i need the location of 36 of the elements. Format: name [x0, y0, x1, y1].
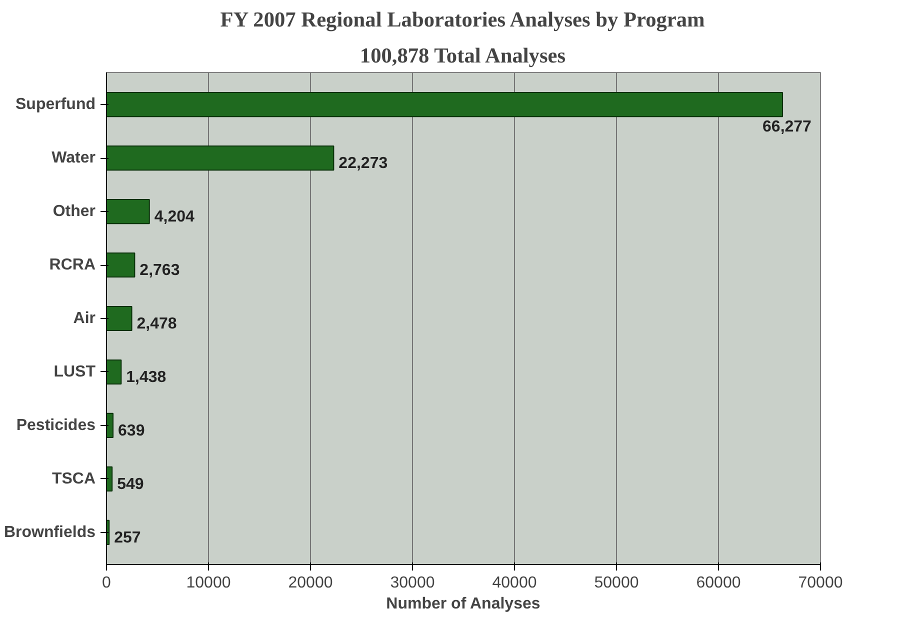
y-tick-label: LUST [54, 363, 96, 380]
y-tick-label: Brownfields [4, 524, 96, 541]
bar [106, 252, 136, 278]
data-label: 1,438 [126, 368, 166, 386]
data-label: 2,478 [136, 316, 177, 332]
y-tick-label: TSCA [52, 470, 96, 488]
x-axis-title: Number of Analyses [386, 596, 540, 612]
x-tick-label: 60000 [696, 574, 741, 592]
x-tick-label: 70000 [798, 574, 843, 592]
bar [106, 412, 114, 438]
x-tick-label: 10000 [186, 574, 231, 592]
chart-subtitle: 100,878 Total Analyses [360, 44, 566, 68]
data-label: 22,273 [338, 155, 388, 172]
chart-title: FY 2007 Regional Laboratories Analyses by Program [220, 8, 706, 32]
data-label: 549 [117, 476, 144, 493]
data-label: 66,277 [762, 118, 812, 136]
x-tick-label: 0 [102, 574, 112, 592]
x-tick-label: 40000 [492, 574, 537, 592]
data-label: 4,204 [154, 208, 195, 226]
data-label: 257 [114, 529, 141, 546]
bar [106, 306, 132, 332]
y-tick-label: RCRA [49, 256, 96, 274]
y-tick-label: Air [73, 310, 96, 327]
data-label: 639 [118, 422, 145, 440]
bar [106, 146, 334, 171]
x-tick-label: 20000 [288, 574, 333, 592]
bar [106, 199, 150, 224]
x-tick-label: 50000 [594, 574, 639, 592]
data-label: 2,763 [140, 262, 180, 280]
y-tick-label: Other [52, 203, 96, 220]
x-tick-label: 30000 [390, 574, 435, 592]
y-tick-label: Pesticides [16, 416, 96, 434]
y-tick-label: Water [52, 150, 96, 167]
bar [106, 92, 784, 118]
bar [106, 359, 122, 385]
y-tick-label: Superfund [16, 96, 96, 114]
